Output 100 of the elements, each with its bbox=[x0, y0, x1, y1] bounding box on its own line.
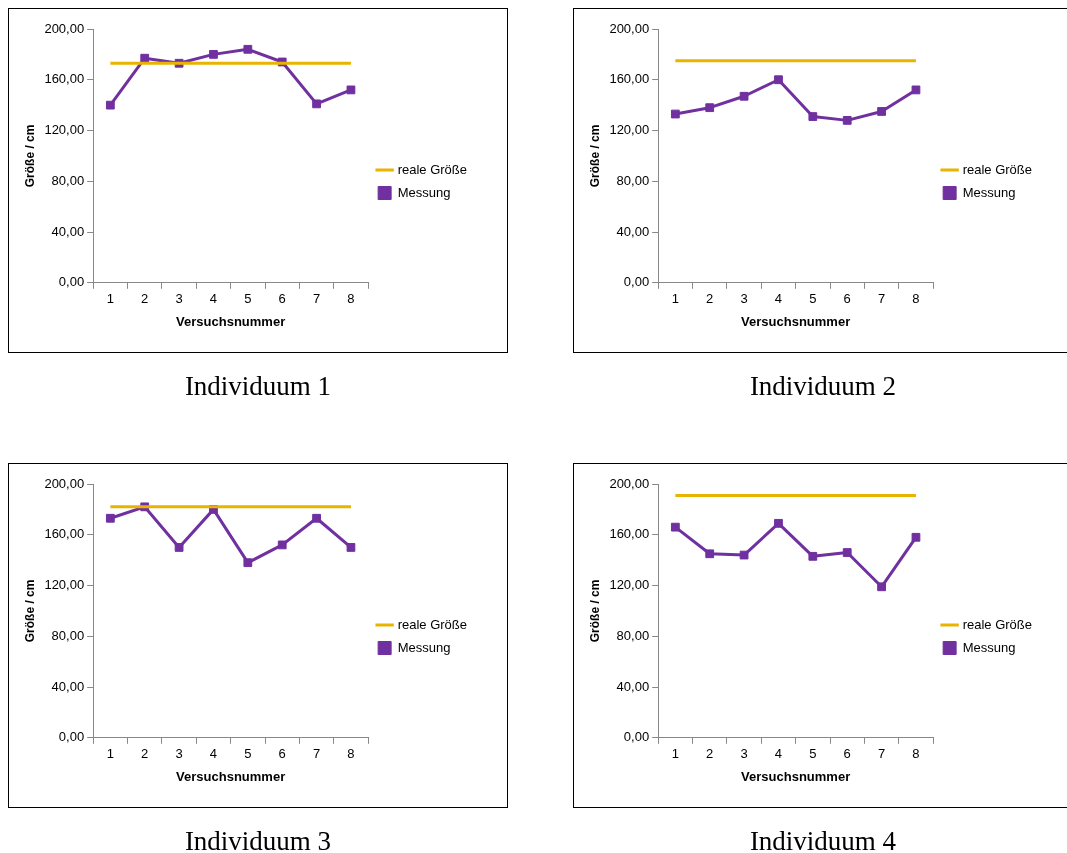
point bbox=[739, 550, 749, 560]
x-tick-label: 4 bbox=[774, 746, 783, 762]
y-tick-label: 0,00 bbox=[623, 274, 650, 290]
y-tick-label: 120,00 bbox=[609, 577, 650, 593]
point bbox=[209, 49, 218, 59]
point bbox=[739, 91, 749, 101]
y-tick-label: 0,00 bbox=[58, 729, 85, 745]
x-tick-label: 2 bbox=[706, 291, 714, 307]
point bbox=[312, 99, 321, 109]
x-tick-label: 5 bbox=[244, 746, 252, 762]
x-tick-label: 6 bbox=[278, 291, 286, 307]
point bbox=[808, 551, 818, 561]
y-tick-label: 160,00 bbox=[609, 71, 650, 87]
x-tick-label: 4 bbox=[209, 746, 218, 762]
y-tick-label: 160,00 bbox=[44, 71, 85, 87]
x-tick-label: 8 bbox=[912, 746, 920, 762]
x-tick-label: 6 bbox=[278, 746, 286, 762]
x-tick-label: 1 bbox=[671, 291, 679, 307]
point bbox=[105, 513, 115, 523]
text: Individuum 2 bbox=[748, 371, 898, 402]
y-tick-label: 200,00 bbox=[609, 475, 650, 491]
point bbox=[243, 44, 253, 54]
point bbox=[705, 549, 715, 559]
text: Individuum 4 bbox=[748, 826, 898, 853]
legend-label: Messung bbox=[962, 184, 1016, 200]
x-axis-title: Versuchsnummer bbox=[741, 768, 851, 784]
point bbox=[277, 540, 287, 550]
y-tick-label: 40,00 bbox=[51, 678, 85, 694]
x-tick-label: 3 bbox=[740, 291, 748, 307]
x-tick-label: 5 bbox=[809, 746, 817, 762]
y-axis-title: Größe / cm bbox=[587, 579, 602, 643]
x-tick-label: 7 bbox=[877, 291, 886, 307]
point bbox=[670, 109, 680, 119]
x-tick-label: 6 bbox=[843, 746, 851, 762]
legend-label: Messung bbox=[962, 639, 1016, 655]
point bbox=[174, 543, 184, 552]
point bbox=[877, 582, 886, 592]
x-tick-label: 2 bbox=[141, 746, 149, 762]
x-tick-label: 1 bbox=[106, 746, 114, 762]
y-axis-title: Größe / cm bbox=[22, 579, 37, 643]
y-tick-label: 0,00 bbox=[58, 274, 85, 290]
y-tick-label: 80,00 bbox=[51, 627, 85, 643]
y-tick-label: 200,00 bbox=[44, 475, 85, 491]
point bbox=[774, 75, 783, 85]
x-axis-title: Versuchsnummer bbox=[741, 313, 851, 329]
y-tick-label: 200,00 bbox=[44, 20, 85, 36]
y-tick-label: 80,00 bbox=[616, 627, 650, 643]
x-tick-label: 5 bbox=[809, 291, 817, 307]
x-tick-label: 1 bbox=[106, 291, 114, 307]
x-tick-label: 8 bbox=[347, 746, 355, 762]
legend-label: reale Größe bbox=[397, 616, 468, 632]
point bbox=[808, 112, 818, 121]
x-tick-label: 4 bbox=[209, 291, 218, 307]
point bbox=[346, 85, 356, 95]
point bbox=[911, 85, 921, 95]
x-tick-label: 8 bbox=[347, 291, 355, 307]
x-tick-label: 1 bbox=[671, 746, 679, 762]
y-axis-title: Größe / cm bbox=[587, 124, 602, 188]
x-tick-label: 8 bbox=[912, 291, 920, 307]
point bbox=[911, 532, 921, 542]
point bbox=[670, 522, 680, 532]
legend-label: reale Größe bbox=[962, 161, 1033, 177]
x-axis-title: Versuchsnummer bbox=[176, 313, 286, 329]
point bbox=[877, 107, 886, 116]
x-tick-label: 3 bbox=[175, 746, 183, 762]
y-tick-label: 40,00 bbox=[51, 223, 85, 239]
y-tick-label: 80,00 bbox=[51, 172, 85, 188]
point bbox=[774, 518, 783, 528]
legend-label: reale Größe bbox=[397, 161, 468, 177]
y-tick-label: 120,00 bbox=[609, 122, 650, 138]
legend-label: Messung bbox=[397, 639, 451, 655]
x-tick-label: 2 bbox=[141, 291, 149, 307]
point bbox=[105, 100, 115, 110]
y-tick-label: 0,00 bbox=[623, 729, 650, 745]
point bbox=[842, 115, 852, 125]
y-tick-label: 40,00 bbox=[616, 223, 650, 239]
point bbox=[842, 548, 852, 557]
x-tick-label: 7 bbox=[877, 746, 886, 762]
x-tick-label: 3 bbox=[175, 291, 183, 307]
legend-label: reale Größe bbox=[962, 616, 1033, 632]
point bbox=[140, 53, 150, 63]
x-tick-label: 2 bbox=[706, 746, 714, 762]
x-tick-label: 6 bbox=[843, 291, 851, 307]
y-axis-title: Größe / cm bbox=[22, 124, 37, 188]
x-axis-title: Versuchsnummer bbox=[176, 768, 286, 784]
legend-label: Messung bbox=[397, 184, 451, 200]
y-tick-label: 200,00 bbox=[609, 20, 650, 36]
x-tick-label: 3 bbox=[740, 746, 748, 762]
y-tick-label: 120,00 bbox=[44, 577, 85, 593]
y-tick-label: 40,00 bbox=[616, 678, 650, 694]
y-tick-label: 160,00 bbox=[44, 526, 85, 542]
x-tick-label: 7 bbox=[312, 291, 321, 307]
text: Individuum 1 bbox=[183, 371, 333, 402]
point bbox=[243, 558, 253, 568]
y-tick-label: 120,00 bbox=[44, 122, 85, 138]
x-tick-label: 4 bbox=[774, 291, 783, 307]
point bbox=[346, 543, 356, 552]
x-tick-label: 7 bbox=[312, 746, 321, 762]
y-tick-label: 160,00 bbox=[609, 526, 650, 542]
text: Individuum 3 bbox=[183, 826, 333, 853]
